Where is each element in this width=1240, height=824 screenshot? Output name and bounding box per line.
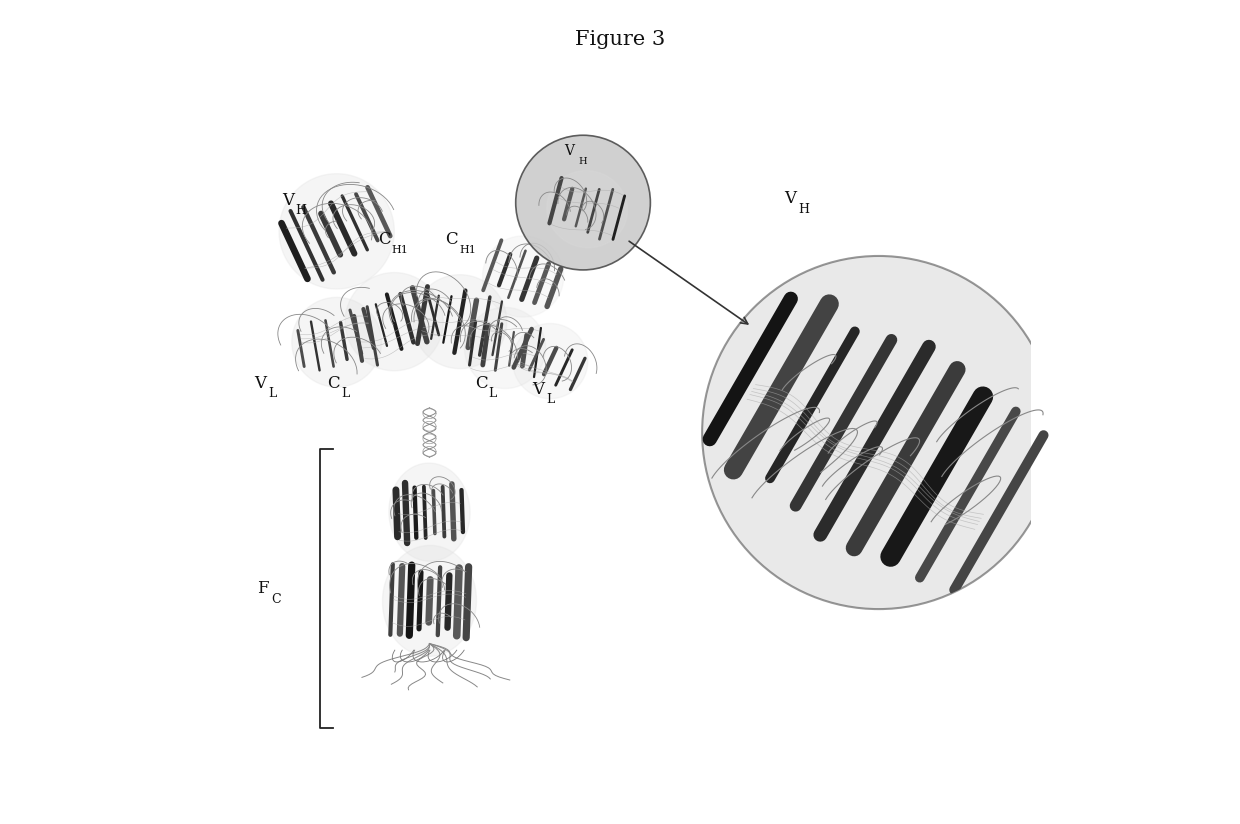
Text: C: C bbox=[445, 231, 458, 248]
Text: L: L bbox=[546, 393, 554, 406]
Text: F: F bbox=[257, 580, 269, 597]
Polygon shape bbox=[389, 463, 470, 561]
Circle shape bbox=[516, 135, 651, 270]
Text: C: C bbox=[475, 375, 487, 391]
Polygon shape bbox=[465, 307, 546, 388]
Text: C: C bbox=[272, 592, 280, 606]
Text: Figure 3: Figure 3 bbox=[575, 30, 665, 49]
Text: L: L bbox=[269, 387, 277, 400]
Text: H: H bbox=[578, 157, 587, 166]
Polygon shape bbox=[512, 324, 588, 399]
Polygon shape bbox=[291, 297, 382, 387]
Text: V: V bbox=[784, 190, 796, 207]
Text: H: H bbox=[295, 204, 306, 218]
Text: H1: H1 bbox=[392, 246, 408, 255]
Text: H1: H1 bbox=[459, 246, 476, 255]
Polygon shape bbox=[547, 171, 627, 248]
Polygon shape bbox=[413, 274, 507, 368]
Circle shape bbox=[702, 256, 1055, 609]
Text: L: L bbox=[341, 387, 348, 400]
Text: C: C bbox=[327, 375, 340, 391]
Text: L: L bbox=[489, 387, 497, 400]
Text: C: C bbox=[378, 231, 391, 248]
Polygon shape bbox=[482, 236, 564, 317]
Polygon shape bbox=[382, 545, 476, 657]
Text: V: V bbox=[281, 192, 294, 208]
Text: V: V bbox=[532, 381, 544, 397]
Text: V: V bbox=[254, 375, 267, 391]
Text: V: V bbox=[564, 144, 574, 158]
Polygon shape bbox=[345, 273, 443, 371]
Text: H: H bbox=[799, 203, 810, 216]
Polygon shape bbox=[279, 174, 394, 289]
